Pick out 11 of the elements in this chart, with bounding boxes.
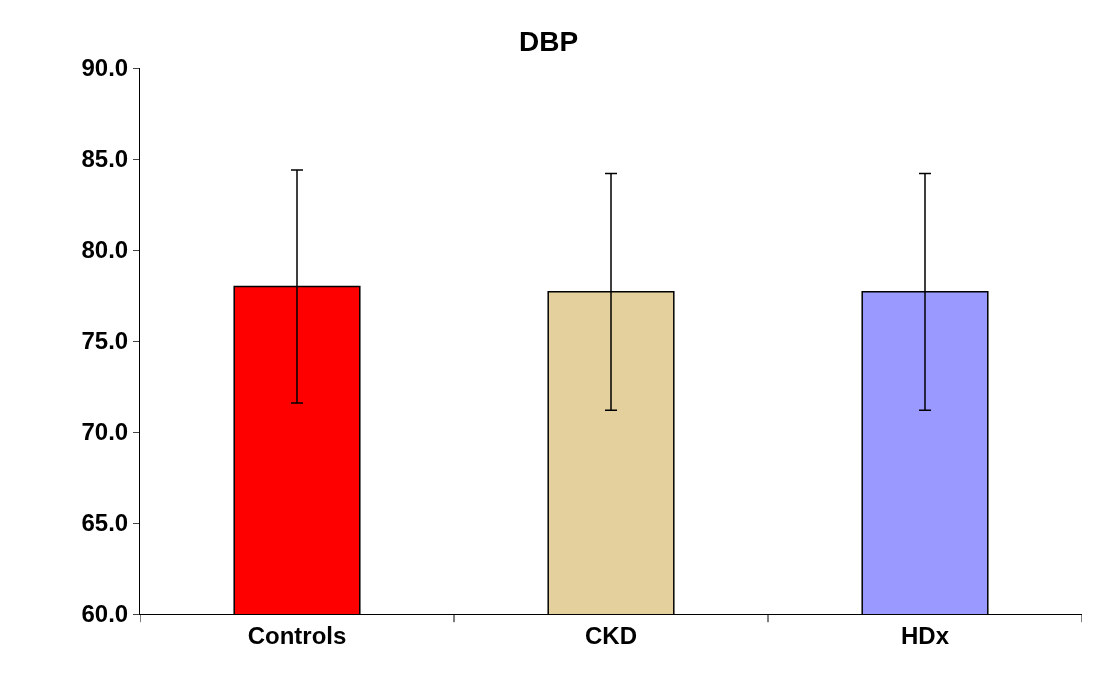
y-tick-label: 90.0: [81, 54, 129, 82]
chart-title: DBP: [518, 26, 579, 58]
y-tick-label: 60.0: [81, 600, 129, 628]
y-tick-label: 85.0: [81, 145, 129, 173]
y-tick-label: 70.0: [81, 418, 129, 446]
y-tick-label: 80.0: [81, 236, 129, 264]
y-tick-label: 75.0: [81, 327, 129, 355]
x-tick-label: HDx: [900, 621, 950, 649]
y-tick-label: 65.0: [81, 509, 129, 537]
x-tick-label: CKD: [585, 621, 637, 649]
x-tick-label: Controls: [247, 621, 347, 649]
